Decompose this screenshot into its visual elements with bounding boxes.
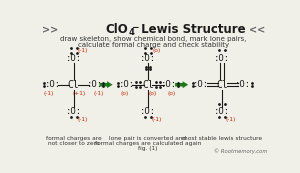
Text: formal charges are calculated again: formal charges are calculated again <box>95 141 201 146</box>
Text: calculate formal charge and check stability: calculate formal charge and check stabil… <box>78 42 229 48</box>
Text: not closer to zero: not closer to zero <box>48 141 99 146</box>
Text: (+1): (+1) <box>73 91 86 96</box>
Text: 4: 4 <box>129 28 135 37</box>
Text: >>: >> <box>42 25 58 35</box>
Text: (o): (o) <box>121 91 129 96</box>
Text: Cl: Cl <box>142 80 154 90</box>
Text: ClO: ClO <box>105 23 128 36</box>
Text: lone pair is converted and: lone pair is converted and <box>110 136 187 141</box>
Text: −: − <box>131 23 139 32</box>
Text: formal charges are: formal charges are <box>46 136 101 141</box>
Text: <<: << <box>249 25 265 35</box>
Text: :O:: :O: <box>86 80 103 89</box>
Text: (-1): (-1) <box>43 91 54 96</box>
Text: :O:: :O: <box>161 80 177 89</box>
Text: :O:: :O: <box>194 80 209 89</box>
Text: (-1): (-1) <box>226 117 236 122</box>
Text: © Rootmemory.com: © Rootmemory.com <box>214 148 268 154</box>
Text: :O:: :O: <box>214 54 230 63</box>
Text: most stable lewis structure: most stable lewis structure <box>182 136 262 141</box>
Text: (-1): (-1) <box>77 48 88 53</box>
Text: :O:: :O: <box>140 54 156 63</box>
Text: :O:: :O: <box>65 107 82 116</box>
Text: :O:: :O: <box>119 80 135 89</box>
Text: Cl: Cl <box>68 80 80 90</box>
Text: draw skeleton, show chemical bond, mark lone pairs,: draw skeleton, show chemical bond, mark … <box>61 36 247 42</box>
Text: Cl: Cl <box>217 80 228 90</box>
Text: (-1): (-1) <box>94 91 104 96</box>
Text: (o): (o) <box>153 48 161 53</box>
Text: (-1): (-1) <box>152 117 162 122</box>
Text: Lewis Structure: Lewis Structure <box>137 23 246 36</box>
Text: :O:: :O: <box>65 54 82 63</box>
Text: fig. (1): fig. (1) <box>138 146 158 151</box>
Text: (-1): (-1) <box>77 117 88 122</box>
Text: :O:: :O: <box>235 80 251 89</box>
Text: :O:: :O: <box>140 107 156 116</box>
Text: :O:: :O: <box>44 80 61 89</box>
Text: (o): (o) <box>148 91 157 96</box>
Text: :O:: :O: <box>214 107 230 116</box>
Text: (o): (o) <box>167 91 175 96</box>
